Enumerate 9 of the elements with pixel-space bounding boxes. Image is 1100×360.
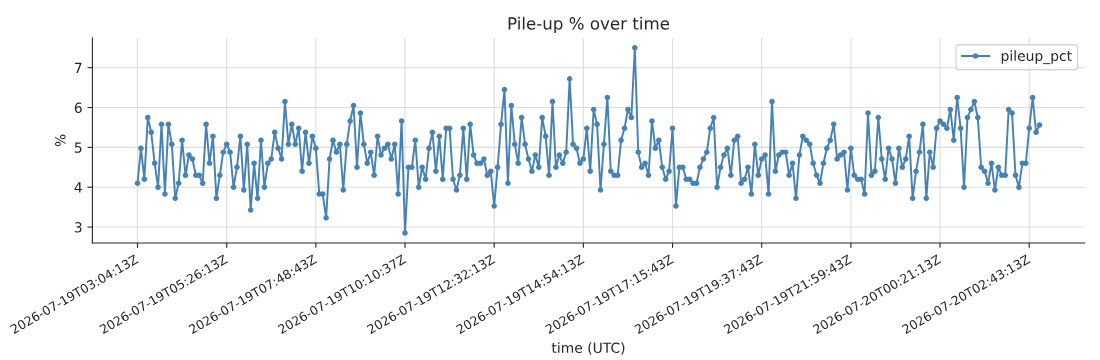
y-tick-label: 7 (74, 62, 82, 73)
y-tick-label: 5 (74, 142, 82, 153)
y-tick-label: 3 (74, 222, 82, 233)
y-tick-label: 4 (74, 182, 82, 193)
y-tick-label: 6 (74, 102, 82, 113)
chart-title: Pile-up % over time (508, 16, 670, 33)
y-axis-title: % (55, 134, 66, 147)
x-axis-title: time (UTC) (551, 342, 625, 355)
legend-label: pileup_pct (1001, 50, 1072, 65)
